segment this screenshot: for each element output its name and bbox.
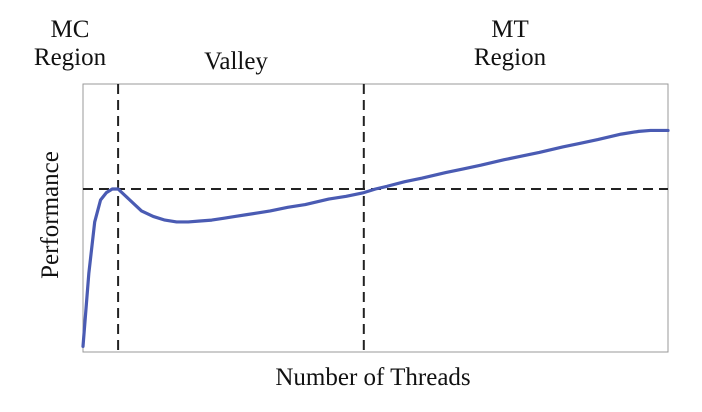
mt-region-label: MT Region	[440, 16, 580, 72]
x-axis-label: Number of Threads	[275, 364, 471, 391]
series-line	[81, 128, 670, 348]
mc-label-line1: MC	[50, 16, 90, 43]
mc-region-label: MC Region	[0, 16, 140, 72]
mc-label-line2: Region	[33, 44, 107, 71]
valley-label: Valley	[204, 48, 268, 75]
mt-label-line2: Region	[473, 44, 547, 71]
mt-label-line1: MT	[491, 16, 529, 43]
y-axis-label: Performance	[37, 151, 64, 279]
plot-area	[82, 83, 669, 353]
